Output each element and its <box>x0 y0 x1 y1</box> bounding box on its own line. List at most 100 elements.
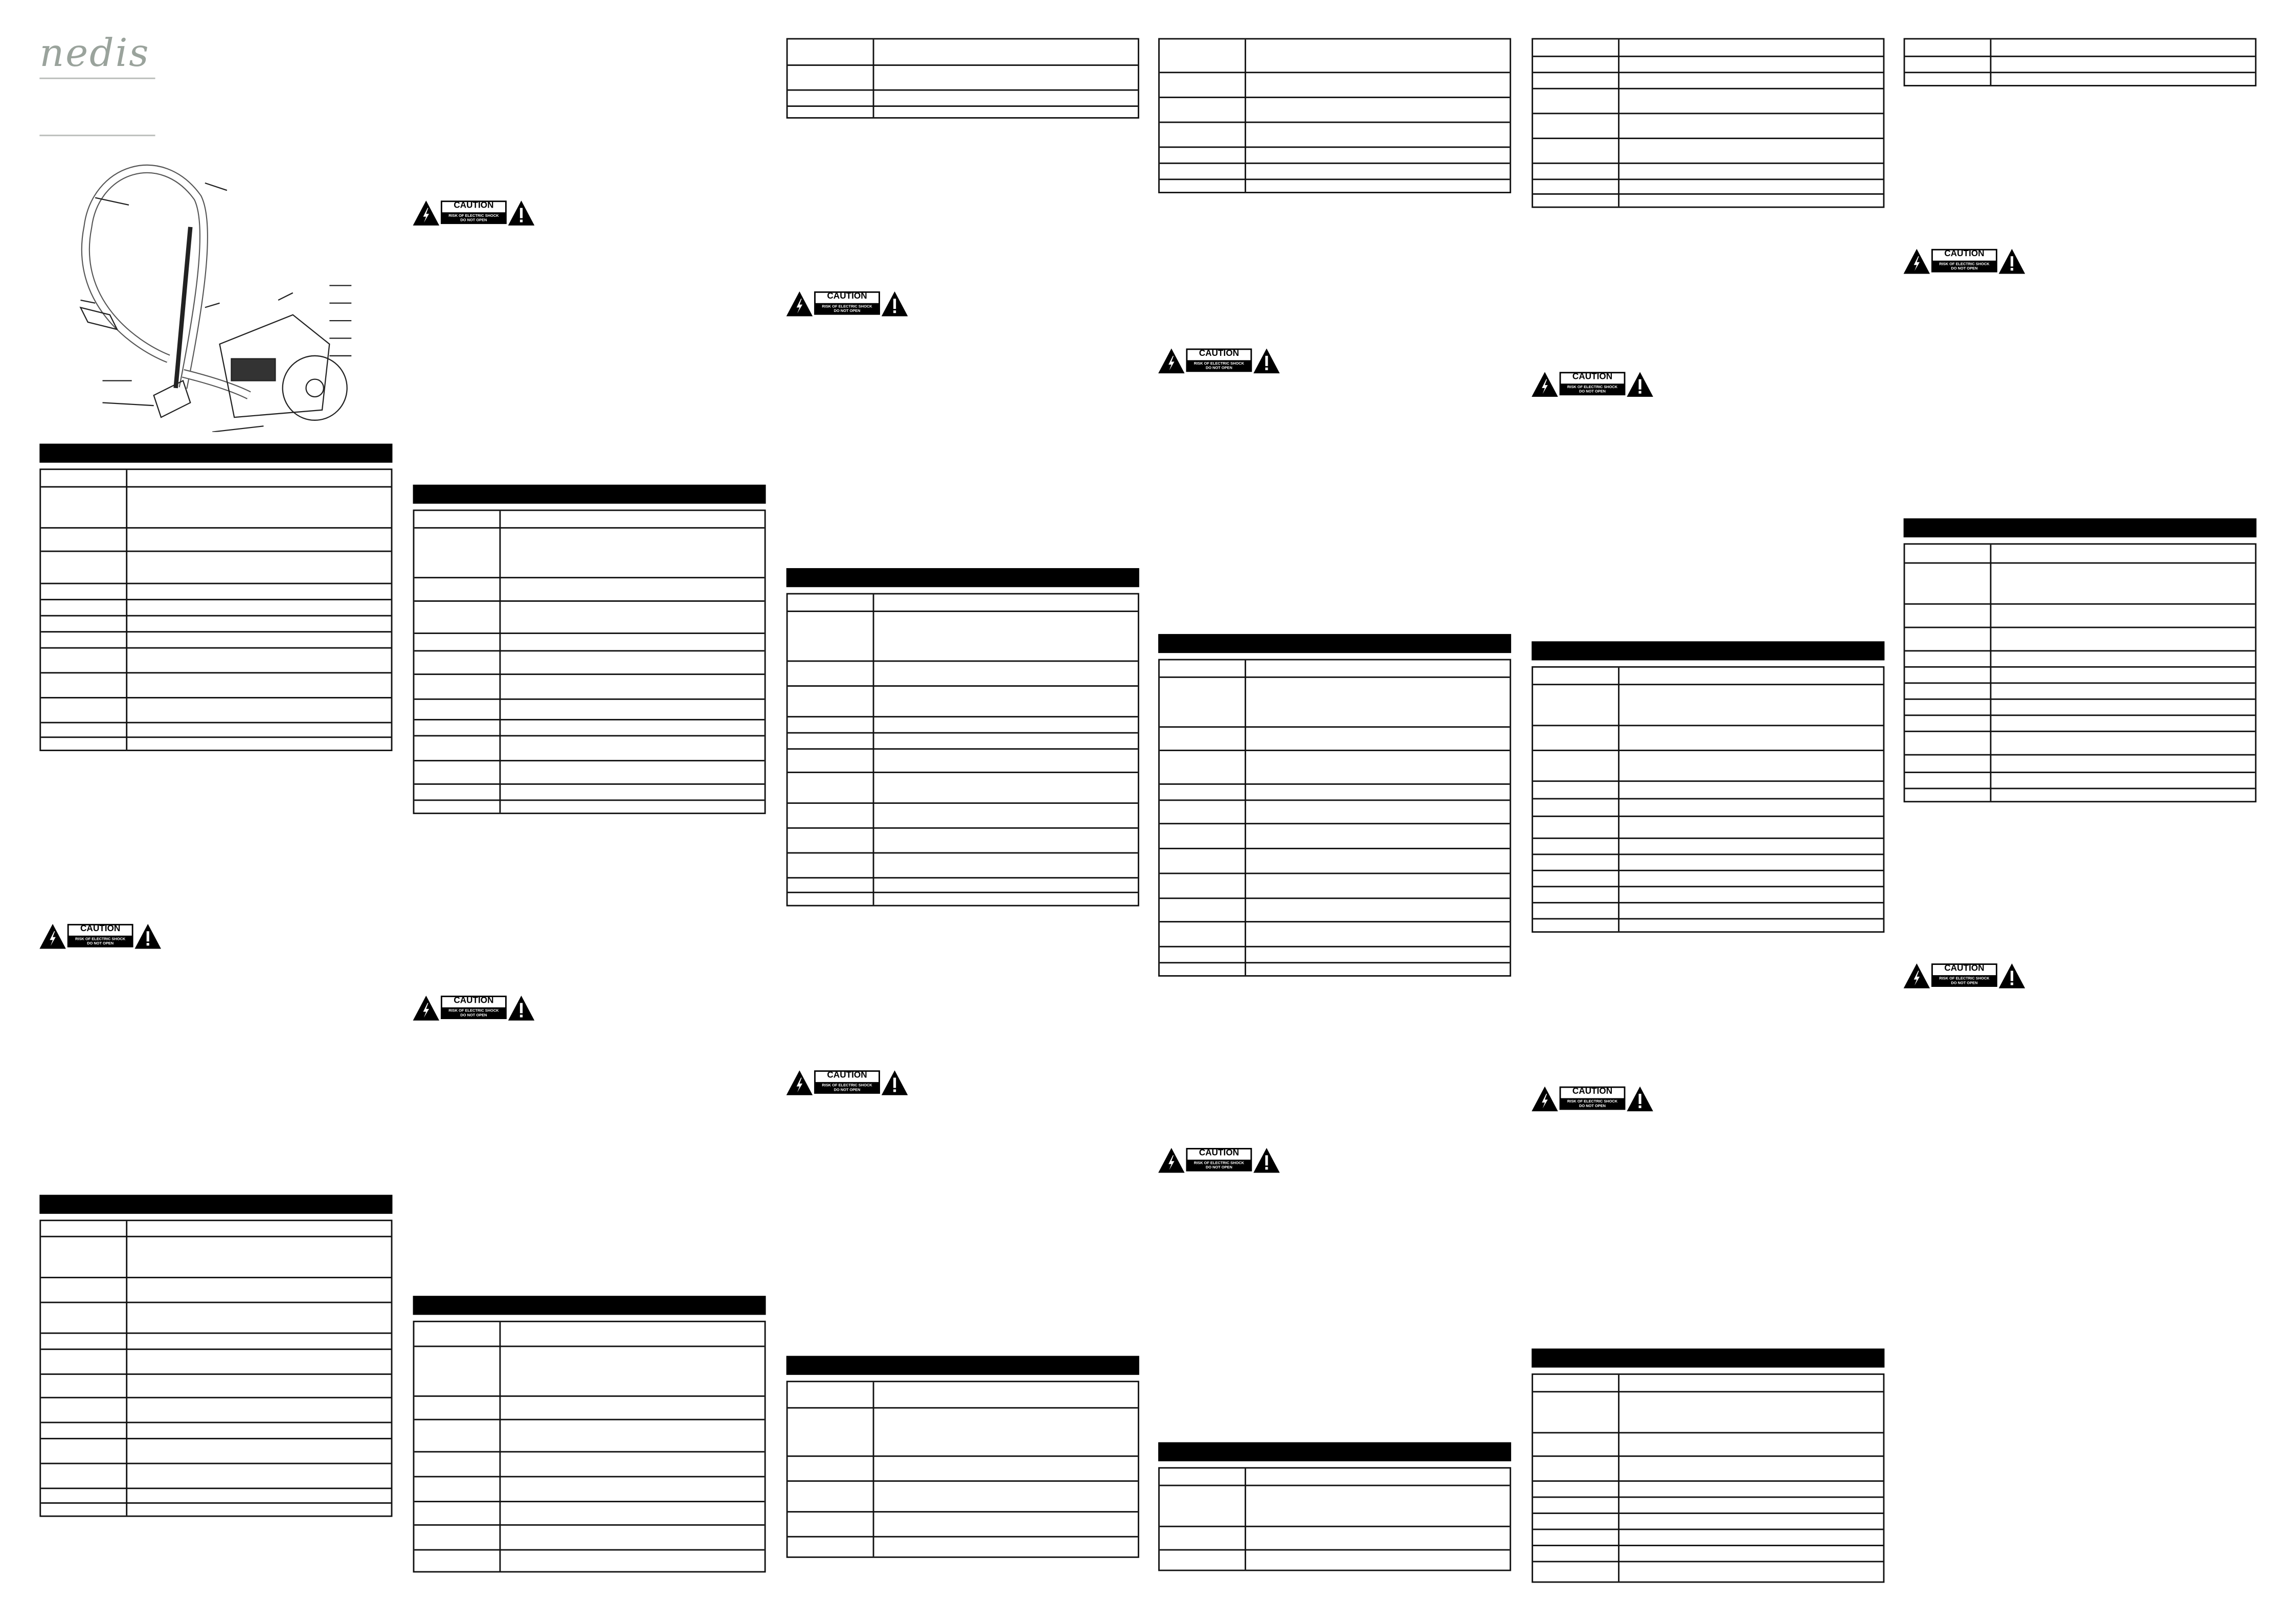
table-row-divider <box>1159 178 1510 181</box>
table-column-divider <box>499 1322 501 1571</box>
table-row-divider <box>414 799 764 801</box>
table-row-divider <box>414 1501 764 1502</box>
table-row-divider <box>414 760 764 762</box>
caution-line-1: RISK OF ELECTRIC SHOCK <box>75 937 126 942</box>
table-row-divider <box>787 877 1138 879</box>
table-row-divider <box>1159 146 1510 148</box>
table-row-divider <box>1159 1549 1510 1551</box>
caution-box: CAUTION RISK OF ELECTRIC SHOCK DO NOT OPEN <box>1931 963 1997 987</box>
caution-box: CAUTION RISK OF ELECTRIC SHOCK DO NOT OPEN <box>814 1070 880 1094</box>
table-row-divider <box>1533 162 1883 164</box>
table-row-divider <box>41 1332 391 1334</box>
table-column-divider <box>1244 660 1246 976</box>
caution-title: CAUTION <box>1932 965 1996 976</box>
table-row-divider <box>1905 772 2255 773</box>
caution-line-2: DO NOT OPEN <box>1205 366 1232 371</box>
section-header-bar <box>1532 1348 1885 1368</box>
spec-table <box>1903 38 2257 86</box>
table-row-divider <box>41 1373 391 1375</box>
caution-line-1: RISK OF ELECTRIC SHOCK <box>1939 976 1990 981</box>
table-row-divider <box>41 1422 391 1424</box>
table-row-divider <box>787 891 1138 893</box>
table-row-divider <box>414 1345 764 1347</box>
table-row-divider <box>787 1480 1138 1482</box>
caution-label: CAUTION RISK OF ELECTRIC SHOCK DO NOT OPEN <box>1158 1146 1280 1173</box>
table-row-divider <box>414 1524 764 1526</box>
table-row-divider <box>1905 650 2255 652</box>
table-row-divider <box>1533 853 1883 855</box>
vacuum-cleaner-illustration <box>79 164 352 432</box>
caution-label: CAUTION RISK OF ELECTRIC SHOCK DO NOT OPEN <box>413 994 535 1021</box>
caution-line-1: RISK OF ELECTRIC SHOCK <box>448 1008 499 1013</box>
table-row-divider <box>41 697 391 698</box>
caution-title: CAUTION <box>1561 1088 1624 1098</box>
caution-line-1: RISK OF ELECTRIC SHOCK <box>822 304 872 309</box>
spec-table <box>39 468 393 751</box>
caution-box: CAUTION RISK OF ELECTRIC SHOCK DO NOT OPEN <box>1931 249 1997 273</box>
table-row-divider <box>1533 1544 1883 1546</box>
caution-line-1: RISK OF ELECTRIC SHOCK <box>1567 385 1618 390</box>
section-header-bar <box>786 568 1139 588</box>
table-row-divider <box>41 486 391 488</box>
table-row-divider <box>414 783 764 785</box>
table-row-divider <box>1533 901 1883 904</box>
table-row-divider <box>1533 780 1883 782</box>
table-row-divider <box>1159 676 1510 678</box>
caution-line-2: DO NOT OPEN <box>1205 1165 1232 1170</box>
table-row-divider <box>1159 72 1510 74</box>
table-row-divider <box>1905 72 2255 74</box>
spec-table <box>1903 543 2257 803</box>
table-row-divider <box>414 1395 764 1397</box>
spec-table <box>1532 38 1885 208</box>
caution-box: CAUTION RISK OF ELECTRIC SHOCK DO NOT OPEN <box>814 291 880 315</box>
table-row-divider <box>1533 1480 1883 1482</box>
table-row-divider <box>41 1462 391 1464</box>
table-row-divider <box>41 1235 391 1237</box>
electric-shock-warning-icon <box>1903 249 1930 274</box>
exclamation-warning-icon <box>508 200 535 225</box>
caution-box: CAUTION RISK OF ELECTRIC SHOCK DO NOT OPEN <box>1559 1086 1626 1110</box>
exclamation-warning-icon <box>1253 1147 1280 1173</box>
table-column-divider <box>1990 39 1992 85</box>
table-row-divider <box>1533 1496 1883 1498</box>
table-column-divider <box>1618 667 1620 932</box>
table-row-divider <box>1905 730 2255 732</box>
table-row-divider <box>1905 698 2255 700</box>
caution-label: CAUTION RISK OF ELECTRIC SHOCK DO NOT OPEN <box>1903 247 2025 274</box>
table-row-divider <box>787 89 1138 91</box>
spec-table <box>413 1320 766 1573</box>
table-row-divider <box>1533 837 1883 839</box>
table-row-divider <box>414 1451 764 1453</box>
caution-box: CAUTION RISK OF ELECTRIC SHOCK DO NOT OPEN <box>1559 372 1626 396</box>
table-row-divider <box>1533 798 1883 800</box>
table-row-divider <box>414 1549 764 1551</box>
section-header-bar <box>413 484 766 504</box>
caution-title: CAUTION <box>1187 350 1251 360</box>
table-row-divider <box>787 802 1138 804</box>
table-column-divider <box>872 39 874 118</box>
caution-title: CAUTION <box>442 997 505 1008</box>
table-column-divider <box>1244 1469 1246 1570</box>
table-row-divider <box>1905 666 2255 668</box>
table-row-divider <box>1905 682 2255 684</box>
table-row-divider <box>1159 1525 1510 1527</box>
section-header-bar <box>39 443 393 463</box>
caution-title: CAUTION <box>815 1072 879 1082</box>
caution-label: CAUTION RISK OF ELECTRIC SHOCK DO NOT OPEN <box>1903 962 2025 988</box>
table-row-divider <box>1533 1391 1883 1393</box>
caution-title: CAUTION <box>1187 1149 1251 1160</box>
table-row-divider <box>414 698 764 700</box>
spec-table <box>1158 38 1512 193</box>
caution-label: CAUTION RISK OF ELECTRIC SHOCK DO NOT OPEN <box>1158 347 1280 374</box>
caution-line-1: RISK OF ELECTRIC SHOCK <box>1567 1099 1618 1104</box>
table-row-divider <box>787 1455 1138 1457</box>
exclamation-warning-icon <box>1253 348 1280 374</box>
table-row-divider <box>41 672 391 674</box>
table-row-divider <box>41 1301 391 1303</box>
exclamation-warning-icon <box>1998 249 2025 274</box>
spec-table <box>1532 1373 1885 1583</box>
spec-table <box>1532 666 1885 933</box>
table-row-divider <box>1159 1484 1510 1486</box>
table-row-divider <box>41 1396 391 1399</box>
table-row-divider <box>414 1476 764 1478</box>
